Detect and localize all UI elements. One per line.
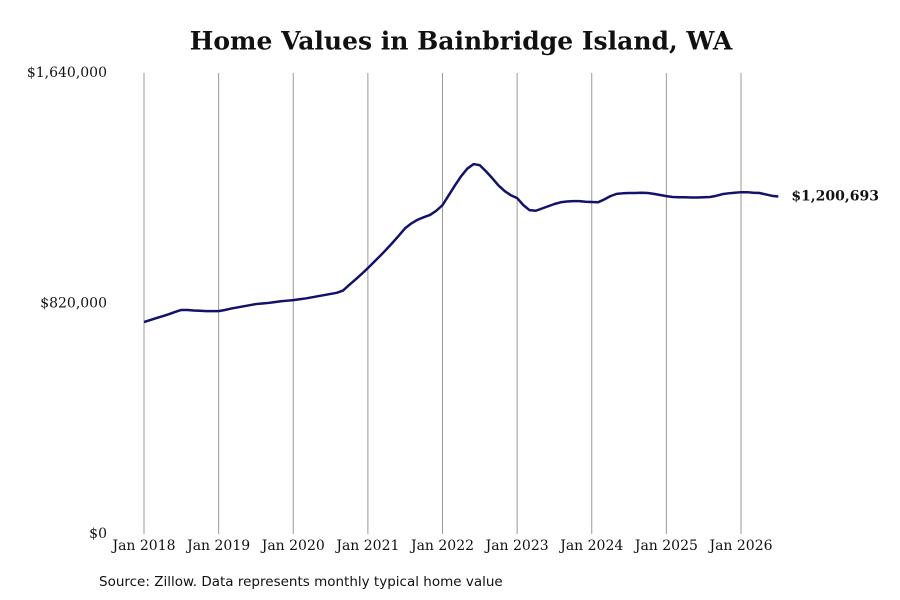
line — [143, 162, 779, 324]
x-tick-label: Jan 2025 — [633, 538, 698, 554]
x-tick-label: Jan 2023 — [484, 538, 549, 554]
y-tick-label: $1,640,000 — [27, 65, 107, 81]
chart-title: Home Values in Bainbridge Island, WA — [190, 27, 733, 56]
x-tick-label: Jan 2020 — [260, 538, 325, 554]
x-tick-label: Jan 2024 — [558, 538, 623, 554]
y-tick-label: $0 — [89, 526, 107, 542]
y-tick-label: $820,000 — [40, 296, 107, 312]
x-tick-label: Jan 2026 — [707, 538, 772, 554]
source-note: Source: Zillow. Data represents monthly … — [99, 574, 503, 590]
data-label: $1,200,693 — [791, 188, 879, 204]
x-tick-label: Jan 2019 — [185, 538, 250, 554]
x-tick-label: Jan 2018 — [110, 538, 175, 554]
x-tick-label: Jan 2021 — [334, 538, 399, 554]
x-tick-label: Jan 2022 — [409, 538, 474, 554]
